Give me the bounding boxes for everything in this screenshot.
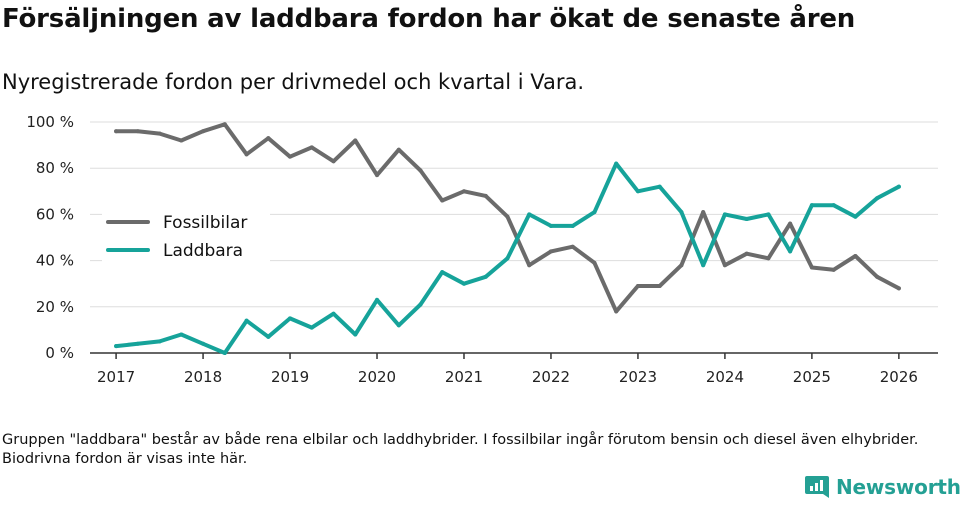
data-point-fossilbilar: [635, 284, 640, 289]
data-point-fossilbilar: [592, 260, 597, 265]
data-point-laddbara: [548, 223, 553, 228]
data-point-laddbara: [288, 316, 293, 321]
data-point-laddbara: [875, 196, 880, 201]
legend-label-fossilbilar: Fossilbilar: [163, 213, 247, 233]
data-point-laddbara: [570, 223, 575, 228]
data-point-laddbara: [483, 274, 488, 279]
data-point-fossilbilar: [875, 274, 880, 279]
x-tick-label: 2026: [880, 368, 918, 386]
y-tick-label: 100 %: [26, 113, 74, 131]
data-point-fossilbilar: [309, 145, 314, 150]
data-point-fossilbilar: [396, 147, 401, 152]
data-point-fossilbilar: [788, 221, 793, 226]
data-point-laddbara: [853, 214, 858, 219]
data-point-laddbara: [592, 210, 597, 215]
data-point-fossilbilar: [266, 136, 271, 141]
data-point-fossilbilar: [114, 129, 119, 134]
data-point-fossilbilar: [461, 189, 466, 194]
data-point-fossilbilar: [201, 129, 206, 134]
data-point-laddbara: [396, 323, 401, 328]
data-point-fossilbilar: [853, 253, 858, 258]
data-point-laddbara: [179, 332, 184, 337]
data-point-laddbara: [375, 297, 380, 302]
data-point-laddbara: [896, 184, 901, 189]
legend-label-laddbara: Laddbara: [163, 241, 243, 261]
data-point-laddbara: [222, 351, 227, 355]
data-point-fossilbilar: [135, 129, 140, 134]
x-tick-label: 2023: [619, 368, 657, 386]
newsworthy-logo-icon: [805, 476, 829, 498]
data-point-fossilbilar: [766, 256, 771, 261]
data-point-laddbara: [331, 311, 336, 316]
data-point-fossilbilar: [331, 159, 336, 164]
data-point-laddbara: [201, 341, 206, 346]
data-point-fossilbilar: [157, 131, 162, 136]
data-point-fossilbilar: [505, 214, 510, 219]
data-point-fossilbilar: [896, 286, 901, 291]
data-point-fossilbilar: [527, 263, 532, 268]
data-point-laddbara: [614, 161, 619, 166]
x-tick-label: 2025: [793, 368, 831, 386]
data-point-fossilbilar: [440, 198, 445, 203]
chart-subtitle: Nyregistrerade fordon per drivmedel och …: [2, 70, 585, 94]
data-point-laddbara: [679, 210, 684, 215]
data-point-fossilbilar: [614, 309, 619, 314]
y-tick-label: 80 %: [36, 159, 74, 177]
data-point-fossilbilar: [831, 267, 836, 272]
data-point-laddbara: [353, 332, 358, 337]
line-chart: 0 % 20 % 40 % 60 % 80 % 100 % 2017 2018 2019 2020…: [26, 113, 938, 386]
data-point-laddbara: [418, 302, 423, 307]
data-point-fossilbilar: [483, 193, 488, 198]
data-point-laddbara: [744, 217, 749, 222]
data-point-fossilbilar: [288, 154, 293, 159]
brand-logo[interactable]: Newsworthy: [804, 474, 960, 500]
data-point-fossilbilar: [722, 263, 727, 268]
data-point-fossilbilar: [179, 138, 184, 143]
data-point-laddbara: [114, 344, 119, 349]
x-tick-label: 2017: [97, 368, 135, 386]
footnote: Gruppen "laddbara" består av både rena e…: [2, 432, 919, 467]
x-tick-label: 2018: [184, 368, 222, 386]
data-point-fossilbilar: [809, 265, 814, 270]
data-point-laddbara: [831, 203, 836, 208]
data-point-fossilbilar: [701, 210, 706, 215]
data-point-laddbara: [135, 341, 140, 346]
x-tick-label: 2021: [445, 368, 483, 386]
data-point-fossilbilar: [570, 244, 575, 249]
y-tick-label: 0 %: [45, 344, 74, 362]
data-point-fossilbilar: [418, 168, 423, 173]
page-title: Försäljningen av laddbara fordon har öka…: [2, 4, 856, 34]
data-point-laddbara: [766, 212, 771, 217]
data-point-fossilbilar: [375, 173, 380, 178]
x-tick-label: 2020: [358, 368, 396, 386]
data-point-laddbara: [461, 281, 466, 286]
data-point-fossilbilar: [222, 122, 227, 127]
data-point-laddbara: [505, 256, 510, 261]
data-point-fossilbilar: [679, 263, 684, 268]
y-tick-label: 40 %: [36, 252, 74, 270]
x-tick-label: 2019: [271, 368, 309, 386]
data-point-laddbara: [657, 184, 662, 189]
data-point-laddbara: [701, 263, 706, 268]
data-point-fossilbilar: [744, 251, 749, 256]
data-point-laddbara: [244, 318, 249, 323]
y-tick-label: 60 %: [36, 205, 74, 223]
data-point-fossilbilar: [548, 249, 553, 254]
data-point-laddbara: [157, 339, 162, 344]
y-tick-label: 20 %: [36, 298, 74, 316]
data-point-fossilbilar: [244, 152, 249, 157]
x-tick-label: 2022: [532, 368, 570, 386]
data-point-laddbara: [635, 189, 640, 194]
data-point-laddbara: [309, 325, 314, 330]
data-point-laddbara: [266, 334, 271, 339]
x-tick-label: 2024: [706, 368, 744, 386]
data-point-laddbara: [788, 249, 793, 254]
data-point-laddbara: [440, 270, 445, 275]
data-point-laddbara: [722, 212, 727, 217]
brand-name: Newsworthy: [836, 475, 960, 499]
data-point-laddbara: [527, 212, 532, 217]
data-point-fossilbilar: [657, 284, 662, 289]
data-point-fossilbilar: [353, 138, 358, 143]
data-point-laddbara: [809, 203, 814, 208]
